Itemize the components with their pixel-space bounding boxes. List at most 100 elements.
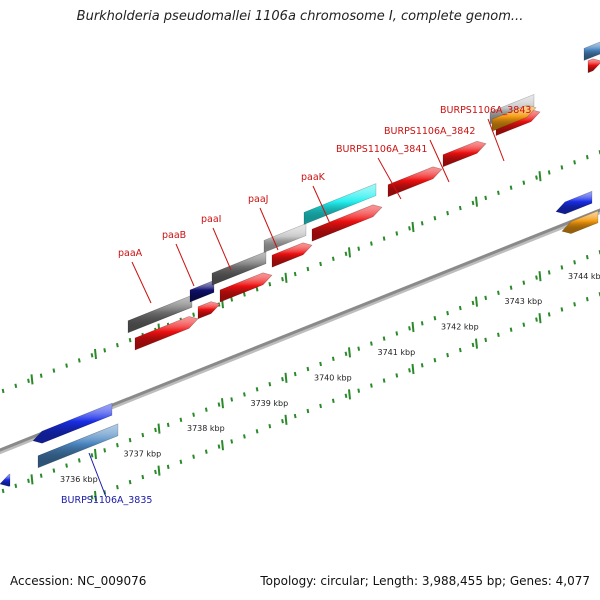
minor-tick <box>268 424 272 429</box>
minor-tick <box>319 403 322 409</box>
minor-tick <box>433 316 437 321</box>
minor-tick <box>357 346 361 351</box>
minor-tick <box>39 473 43 478</box>
minor-tick <box>484 295 488 301</box>
feature-shading <box>561 210 599 234</box>
minor-tick <box>217 444 221 449</box>
scale-label: 3737 kbp <box>124 450 162 459</box>
minor-tick <box>331 356 335 362</box>
gene-label[interactable]: paaB <box>162 230 186 241</box>
minor-tick <box>217 402 221 407</box>
feature-shading <box>197 301 221 320</box>
minor-tick <box>204 449 208 454</box>
major-tick <box>221 440 224 451</box>
minor-tick <box>370 341 373 346</box>
minor-tick <box>458 205 462 211</box>
gene-label[interactable]: paaK <box>301 172 326 183</box>
gene-label[interactable]: paaJ <box>248 194 268 205</box>
minor-tick <box>573 260 576 265</box>
label-leader-line <box>212 227 232 271</box>
major-tick <box>348 347 351 358</box>
minor-tick <box>395 231 399 236</box>
feature-shading <box>442 140 487 168</box>
scale-label: 3742 kbp <box>441 323 479 332</box>
gene-label[interactable]: BURPS1106A_3843 <box>440 105 531 116</box>
major-tick <box>30 474 34 485</box>
minor-tick <box>471 342 475 348</box>
gene-label[interactable]: paaA <box>118 248 143 259</box>
minor-tick <box>128 337 132 343</box>
minor-tick <box>306 366 310 372</box>
minor-tick <box>154 427 157 433</box>
scale-label: 3738 kbp <box>187 424 225 433</box>
minor-tick <box>14 383 18 389</box>
feature-shading <box>587 58 600 74</box>
minor-tick <box>357 388 361 393</box>
minor-tick <box>319 261 322 267</box>
minor-tick <box>319 361 322 367</box>
minor-tick <box>535 175 538 180</box>
minor-tick <box>547 312 551 317</box>
major-tick <box>348 247 351 258</box>
minor-tick <box>344 351 348 356</box>
scale-label: 3740 kbp <box>314 373 352 382</box>
scale-label: 3744 kbp <box>568 272 600 281</box>
minor-tick <box>420 321 424 326</box>
minor-tick <box>585 255 589 260</box>
minor-tick <box>331 398 335 404</box>
minor-tick <box>52 368 56 373</box>
genome-summary-text: Topology: circular; Length: 3,988,455 bp… <box>260 574 590 588</box>
gene-label[interactable]: BURPS1106A_3835 <box>61 495 152 506</box>
minor-tick <box>141 474 145 480</box>
feature-shading <box>32 402 113 444</box>
minor-tick <box>52 468 56 473</box>
gene-label[interactable]: paaI <box>201 214 221 225</box>
minor-tick <box>90 353 94 358</box>
minor-tick <box>141 432 145 438</box>
feature-shading <box>311 204 383 242</box>
minor-tick <box>395 331 399 336</box>
minor-tick <box>497 332 500 337</box>
minor-tick <box>408 368 411 373</box>
major-tick <box>411 321 415 333</box>
gene-label[interactable]: BURPS1106A_3841 <box>336 144 427 155</box>
minor-tick <box>179 459 183 464</box>
gene-label[interactable]: BURPS1106A_3842 <box>384 126 475 137</box>
minor-tick <box>268 282 272 287</box>
minor-tick <box>433 216 437 221</box>
minor-tick <box>420 363 424 368</box>
features <box>0 41 600 487</box>
minor-tick <box>408 226 411 231</box>
minor-tick <box>585 155 589 160</box>
minor-tick <box>90 453 94 458</box>
label-leader-line <box>429 139 450 183</box>
major-tick <box>94 448 97 460</box>
minor-tick <box>560 265 564 270</box>
minor-tick <box>27 378 30 383</box>
minor-tick <box>39 373 43 378</box>
minor-tick <box>382 336 386 341</box>
minor-tick <box>128 437 132 443</box>
minor-tick <box>255 429 259 434</box>
scale-label: 3736 kbp <box>60 475 98 484</box>
major-tick <box>94 348 97 360</box>
feature-shading <box>0 473 11 487</box>
minor-tick <box>484 195 488 201</box>
minor-tick <box>166 464 170 470</box>
major-tick <box>475 296 478 307</box>
major-tick <box>411 363 415 375</box>
major-tick <box>538 271 542 282</box>
major-tick <box>94 490 97 502</box>
minor-tick <box>535 275 538 280</box>
feature-shading <box>211 251 267 286</box>
minor-tick <box>1 388 5 394</box>
minor-tick <box>103 348 107 353</box>
minor-tick <box>255 287 259 292</box>
label-leaders <box>88 118 505 498</box>
scale-label: 3743 kbp <box>505 297 543 306</box>
major-tick <box>157 465 161 476</box>
minor-tick <box>522 280 526 285</box>
major-tick <box>284 372 288 383</box>
minor-tick <box>204 407 208 412</box>
minor-tick <box>560 307 564 312</box>
